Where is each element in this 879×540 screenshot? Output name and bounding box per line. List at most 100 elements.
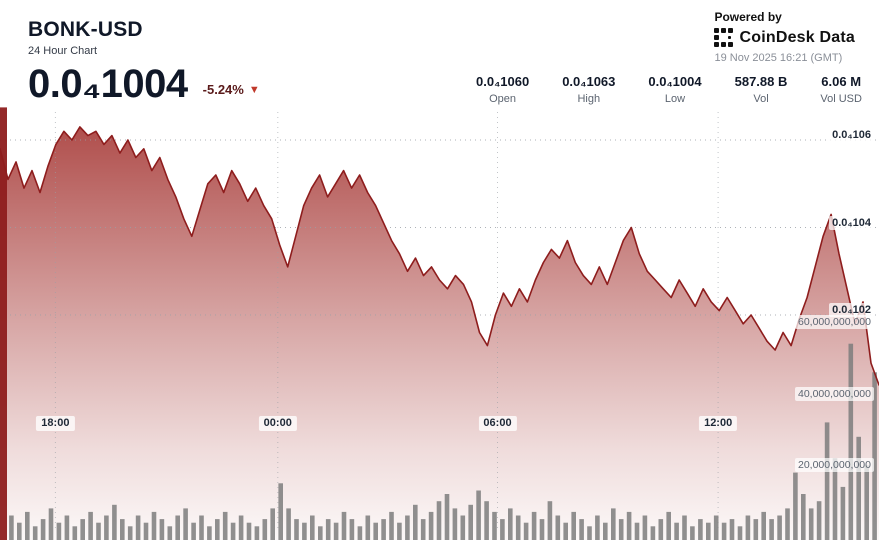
volume-bar — [373, 522, 378, 540]
volume-bar — [238, 515, 244, 540]
volume-bar — [310, 515, 315, 540]
volume-bar — [32, 526, 38, 540]
volume-bar — [88, 511, 93, 540]
stat-volume-value: 587.88 B — [734, 74, 788, 89]
volume-bar — [642, 515, 648, 540]
volume-bar — [167, 526, 173, 540]
volume-bar — [64, 515, 70, 540]
volume-bar — [365, 515, 371, 540]
chart-header: BONK-USD 24 Hour Chart 0.0₄1004 -5.24% ▼ — [28, 18, 260, 104]
volume-bar — [769, 519, 774, 540]
volume-bar — [222, 511, 228, 540]
volume-bar — [341, 511, 347, 540]
timestamp: 19 Nov 2025 16:21 (GMT) — [714, 52, 843, 64]
volume-bar — [555, 515, 561, 540]
stat-volume-usd-label: Vol USD — [820, 93, 862, 105]
volume-bar — [420, 519, 426, 540]
volume-bar — [500, 519, 505, 540]
price-row: 0.0₄1004 -5.24% ▼ — [28, 64, 260, 104]
volume-bar — [690, 526, 695, 540]
stat-low-value: 0.0₄1004 — [648, 74, 702, 89]
volume-bar — [579, 519, 584, 540]
volume-bar — [444, 494, 450, 540]
powered-by-label: Powered by — [714, 10, 782, 24]
volume-bar — [634, 522, 640, 540]
volume-bar — [824, 422, 830, 540]
volume-bar — [199, 515, 204, 540]
price-area-fill — [0, 126, 879, 540]
chart-subtitle: 24 Hour Chart — [28, 45, 98, 57]
volume-bar — [413, 504, 418, 540]
volume-bar — [547, 501, 553, 540]
volume-bar — [302, 522, 307, 540]
volume-bar — [682, 515, 687, 540]
volume-bar — [476, 490, 481, 540]
stat-volume-usd: 6.06 M Vol USD — [820, 74, 862, 105]
stat-open: 0.0₄1060 Open — [476, 74, 529, 105]
volume-bar — [159, 519, 165, 540]
volume-bar — [25, 511, 30, 540]
volume-bar — [539, 519, 545, 540]
volume-bar — [832, 458, 838, 540]
price-line — [0, 126, 879, 386]
volume-bar — [626, 511, 632, 540]
volume-bar — [318, 526, 323, 540]
stat-volume: 587.88 B Vol — [735, 74, 788, 105]
volume-bar — [816, 501, 822, 540]
volume-bar — [515, 515, 521, 540]
ohlc-stats-row: 0.0₄1060 Open 0.0₄1063 High 0.0₄1004 Low… — [476, 74, 862, 105]
volume-bar — [9, 515, 14, 540]
volume-bar — [104, 515, 109, 540]
down-arrow-icon: ▼ — [248, 84, 260, 96]
volume-bar — [56, 522, 62, 540]
coindesk-logo-icon — [714, 28, 734, 47]
volume-bar — [175, 515, 180, 540]
symbol-title: BONK-USD — [28, 18, 143, 41]
volume-bar — [706, 522, 711, 540]
volume-bar — [611, 508, 616, 540]
stat-volume-label: Vol — [753, 93, 769, 105]
volume-bar — [777, 515, 782, 540]
volume-bar — [587, 526, 592, 540]
volume-bar — [468, 504, 473, 540]
current-price: 0.0₄1004 — [28, 62, 188, 106]
volume-bar — [650, 526, 656, 540]
volume-bar — [618, 519, 624, 540]
volume-bar — [270, 508, 275, 540]
volume-bar — [753, 519, 759, 540]
volume-bar — [745, 515, 751, 540]
volume-bar — [793, 472, 798, 540]
stat-open-value: 0.0₄1060 — [476, 74, 530, 89]
volume-bar — [397, 522, 402, 540]
volume-bar — [666, 511, 671, 540]
volume-bar — [460, 515, 466, 540]
volume-bar — [183, 508, 188, 540]
volume-bar — [143, 522, 149, 540]
stat-volume-usd-value: 6.06 M — [821, 74, 862, 89]
stat-open-label: Open — [489, 93, 517, 105]
volume-bar — [761, 511, 766, 540]
volume-bar — [381, 519, 386, 540]
volume-bar — [262, 519, 268, 540]
volume-bar — [603, 522, 608, 540]
volume-bar — [872, 372, 877, 540]
volume-bar — [737, 526, 743, 540]
volume-bar — [72, 526, 78, 540]
volume-bar — [721, 522, 727, 540]
volume-bar — [215, 519, 220, 540]
volume-bar — [48, 508, 54, 540]
volume-bar — [349, 519, 355, 540]
volume-bar — [428, 511, 434, 540]
volume-bar — [808, 508, 814, 540]
coindesk-data-logo[interactable]: CoinDesk Data — [714, 28, 855, 47]
volume-bar — [840, 486, 846, 540]
price-change-percent: -5.24% — [202, 82, 244, 97]
volume-bar — [286, 508, 291, 540]
stat-high-value: 0.0₄1063 — [562, 74, 616, 89]
volume-bar — [96, 522, 101, 540]
stat-high: 0.0₄1063 High — [562, 74, 615, 105]
volume-bar — [436, 501, 442, 540]
